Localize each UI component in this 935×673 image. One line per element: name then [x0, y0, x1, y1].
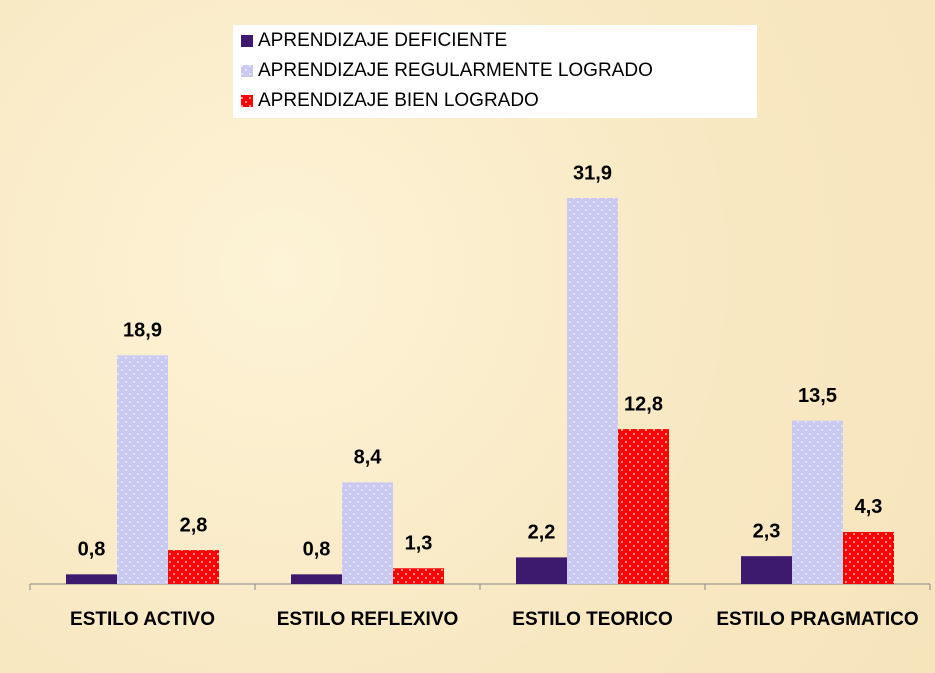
- data-label: 31,9: [573, 162, 612, 184]
- data-label: 2,3: [753, 520, 781, 542]
- bar: [516, 557, 567, 584]
- legend-label: APRENDIZAJE REGULARMENTE LOGRADO: [258, 60, 653, 81]
- data-label: 2,2: [528, 522, 556, 544]
- bar: [393, 568, 444, 584]
- legend-label: APRENDIZAJE BIEN LOGRADO: [258, 90, 539, 111]
- bar: [291, 574, 342, 584]
- x-tick-label: ESTILO ACTIVO: [70, 609, 215, 630]
- bar: [843, 531, 894, 584]
- data-label: 8,4: [354, 447, 383, 469]
- legend-label: APRENDIZAJE DEFICIENTE: [258, 30, 507, 51]
- data-label: 4,3: [855, 496, 883, 518]
- bar: [618, 429, 669, 584]
- bar: [342, 482, 393, 584]
- x-tick-label: ESTILO TEORICO: [512, 609, 673, 630]
- bar: [741, 556, 792, 584]
- bar: [792, 420, 843, 584]
- data-label: 0,8: [78, 539, 106, 561]
- x-tick-label: ESTILO REFLEXIVO: [276, 609, 459, 630]
- data-label: 13,5: [798, 385, 837, 407]
- data-label: 1,3: [405, 533, 433, 555]
- x-tick-label: ESTILO PRAGMATICO: [716, 609, 919, 630]
- data-label: 18,9: [123, 320, 162, 342]
- legend-swatch: [241, 65, 253, 77]
- legend-swatch: [241, 95, 253, 107]
- bar: [168, 550, 219, 584]
- bar: [66, 574, 117, 584]
- data-label: 12,8: [624, 393, 663, 415]
- bar: [117, 355, 168, 584]
- legend-swatch: [241, 35, 253, 47]
- legend-box: [233, 25, 757, 118]
- bar: [567, 198, 618, 584]
- data-label: 2,8: [180, 514, 208, 536]
- data-label: 0,8: [303, 539, 331, 561]
